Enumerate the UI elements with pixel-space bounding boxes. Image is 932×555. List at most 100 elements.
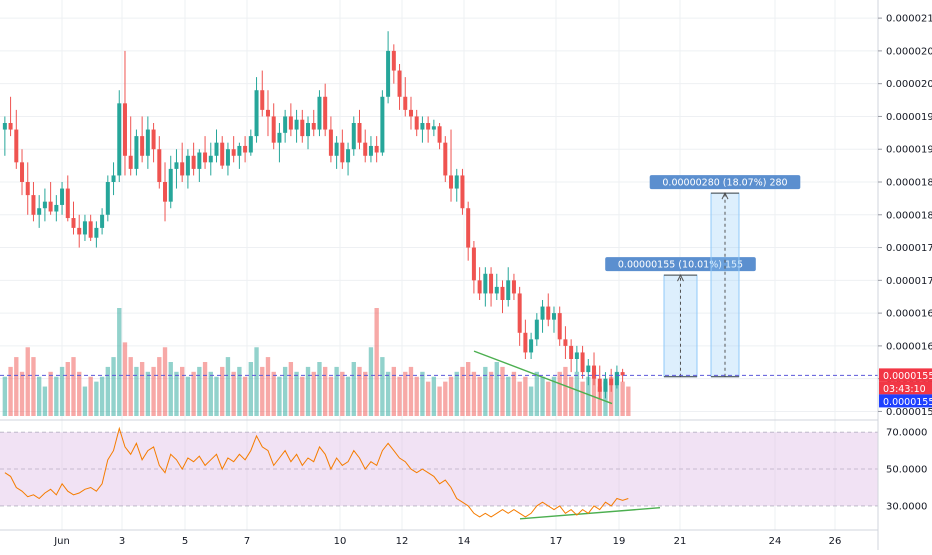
candle-body [397,70,402,97]
candle-body [586,365,591,373]
volume-bar [488,371,494,416]
candle-body [288,116,293,130]
trendlines[interactable] [473,350,661,520]
volume-bar [511,371,517,416]
candle-body [511,280,516,294]
volume-bar [71,357,76,416]
volume-bar [437,386,442,416]
volume-bar [345,376,351,416]
volume-bar [374,308,379,416]
candle-body [477,280,482,294]
volume-bar [242,376,248,416]
candle-body [65,188,70,219]
measure-small-label: 0.00000155 (10.01%) 155 [618,260,743,271]
price-tick-label: 0.00001750 [886,243,932,254]
volume-bar [128,357,133,416]
candle-body [294,119,299,130]
volume-bar [506,376,511,416]
candle-body [214,142,219,156]
volume-bar [168,362,173,416]
volume-bar [8,366,13,416]
candle-body [551,313,556,320]
candle-body [225,149,230,166]
candle-body [563,339,568,346]
candle-body [283,116,288,133]
candle-body [168,168,173,202]
price-badges: 0.00001555 03:43:10 0.00001555 [879,368,932,408]
volume-bar [277,376,282,416]
price-tick-label: 0.00002050 [886,46,932,57]
measure-large-label: 0.00000280 (18.07%) 280 [662,178,787,189]
volume-bar [19,371,25,416]
candle-body [454,175,459,189]
candle-body [243,145,248,153]
candle-body [592,365,597,379]
time-tick-label: 10 [334,536,347,547]
volume-bar [466,362,471,416]
volume-bar [185,376,191,416]
volume-bar [568,376,574,416]
candle-body [426,123,431,130]
volume-bar [111,357,116,416]
time-tick-label: Jun [53,536,70,547]
candle-body [254,90,259,137]
price-tick-label: 0.00001600 [886,341,932,352]
volume-bar [494,362,499,416]
candle-body [334,142,339,156]
volume-bar [334,366,339,416]
volume-bar [105,366,110,416]
volume-bar [540,376,545,416]
candle-body [25,182,30,196]
volume-bar [122,342,128,416]
volume-bar [397,376,402,416]
measure-large-label-bg [649,175,801,190]
volume-bar [328,376,334,416]
volume-bar [551,376,557,416]
volume-bar [117,308,122,416]
candle-body [408,109,413,117]
candle-body [37,208,42,215]
alt-price-badge [879,394,932,408]
volume-bar [82,386,88,416]
volume-bar [528,386,534,416]
time-tick-label: 26 [829,536,842,547]
volume-bar [197,366,202,416]
candle-body [346,149,351,163]
candle-body [466,208,471,248]
volume-bar [586,376,591,416]
candle-body [185,155,190,176]
candle-body [363,142,368,156]
candle-body [117,103,122,176]
volume-bar [380,357,385,416]
measure-tools[interactable]: 0.00000155 (10.01%) 155 0.00000280 (18.07… [605,175,801,378]
volume-bar [609,376,614,416]
candle-body [489,273,494,294]
candle-body [540,306,545,320]
volume-bar [180,366,185,416]
volume-bar [157,357,162,416]
volume-bar [300,376,305,416]
candle-body [323,96,328,130]
volume-bar [340,371,345,416]
time-tick-label: 5 [182,536,188,547]
volume-bar [77,371,82,416]
rsi-axis[interactable]: 70.0000 50.0000 30.0000 [886,428,927,513]
rsi-tick-label: 50.0000 [886,465,927,476]
time-axis[interactable]: Jun 3 5 7 10 12 14 17 19 21 24 26 [53,536,841,547]
price-tick-label: 0.00001950 [886,112,932,123]
candle-body [203,152,208,163]
volume-bar [574,371,580,416]
volume-bar [311,371,316,416]
candle-body [277,132,282,143]
candle-body [174,162,179,169]
candle-body [574,352,579,359]
candle-body [494,286,499,294]
volume-bar [54,376,59,416]
price-tick-label: 0.00001500 [886,407,932,418]
volume-bar [414,376,419,416]
candle-body [580,352,585,373]
candle-body [163,182,168,202]
candle-body [60,188,65,205]
candle-body [403,96,408,110]
